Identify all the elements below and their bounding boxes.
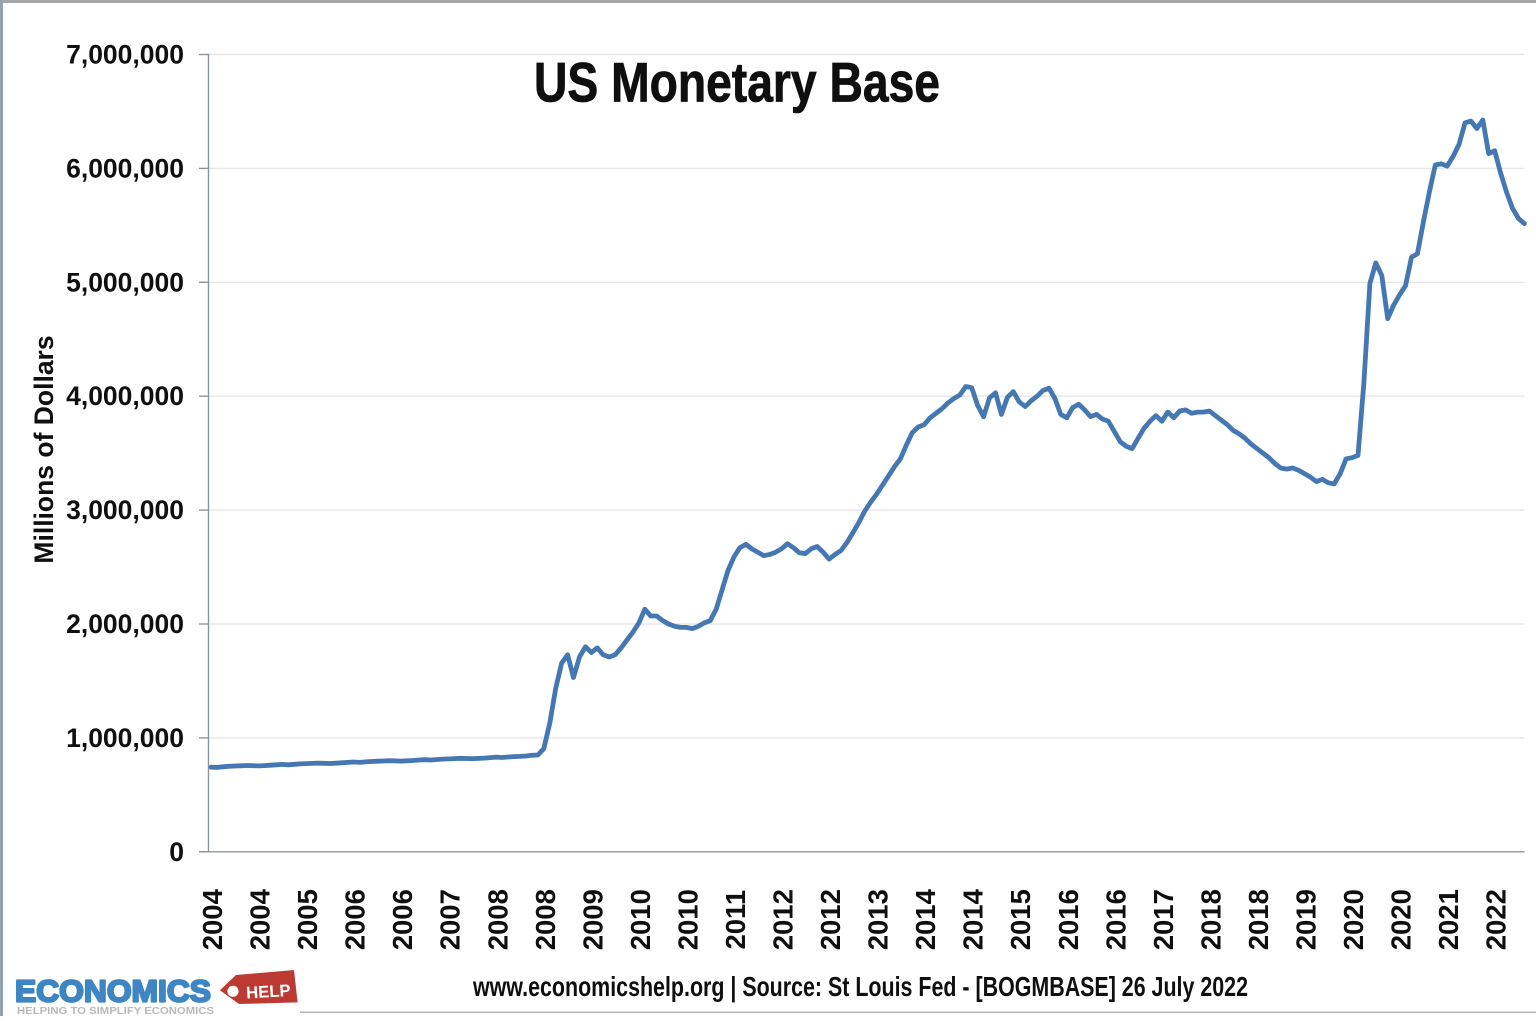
svg-text:2005: 2005 bbox=[292, 889, 323, 950]
svg-text:2006: 2006 bbox=[387, 889, 418, 950]
svg-text:2012: 2012 bbox=[768, 889, 799, 950]
svg-text:2008: 2008 bbox=[530, 889, 561, 950]
svg-text:2004: 2004 bbox=[197, 888, 228, 950]
svg-text:2009: 2009 bbox=[577, 889, 608, 950]
svg-text:2010: 2010 bbox=[672, 889, 703, 950]
svg-text:5,000,000: 5,000,000 bbox=[66, 267, 184, 297]
svg-text:US Monetary Base: US Monetary Base bbox=[534, 51, 940, 113]
svg-text:HELP: HELP bbox=[246, 981, 292, 1003]
svg-text:1,000,000: 1,000,000 bbox=[66, 723, 184, 753]
svg-text:www.economicshelp.org | Source: www.economicshelp.org | Source: St Louis… bbox=[472, 971, 1248, 1002]
svg-text:2006: 2006 bbox=[340, 889, 371, 950]
svg-text:2014: 2014 bbox=[910, 888, 941, 950]
svg-text:2021: 2021 bbox=[1433, 889, 1464, 950]
svg-text:HELPING TO SIMPLIFY ECONOMICS: HELPING TO SIMPLIFY ECONOMICS bbox=[17, 1005, 214, 1016]
svg-text:2020: 2020 bbox=[1386, 889, 1417, 950]
svg-text:2,000,000: 2,000,000 bbox=[66, 609, 184, 639]
svg-text:2004: 2004 bbox=[245, 888, 276, 950]
svg-text:2018: 2018 bbox=[1195, 889, 1226, 950]
svg-text:2013: 2013 bbox=[863, 889, 894, 950]
svg-text:2022: 2022 bbox=[1481, 889, 1512, 950]
svg-text:0: 0 bbox=[169, 837, 184, 867]
svg-text:2012: 2012 bbox=[815, 889, 846, 950]
svg-text:4,000,000: 4,000,000 bbox=[66, 381, 184, 411]
svg-text:2015: 2015 bbox=[1005, 889, 1036, 950]
svg-text:3,000,000: 3,000,000 bbox=[66, 495, 184, 525]
svg-text:2008: 2008 bbox=[482, 889, 513, 950]
svg-text:2011: 2011 bbox=[720, 890, 751, 950]
svg-text:6,000,000: 6,000,000 bbox=[66, 153, 184, 183]
svg-text:2016: 2016 bbox=[1100, 889, 1131, 950]
svg-text:2014: 2014 bbox=[958, 888, 989, 950]
svg-text:2018: 2018 bbox=[1243, 889, 1274, 950]
svg-text:2019: 2019 bbox=[1291, 889, 1322, 950]
svg-text:Millions of Dollars: Millions of Dollars bbox=[29, 335, 59, 563]
svg-text:2017: 2017 bbox=[1148, 889, 1179, 950]
svg-text:2020: 2020 bbox=[1338, 889, 1369, 950]
svg-text:2010: 2010 bbox=[625, 889, 656, 950]
svg-text:2016: 2016 bbox=[1053, 889, 1084, 950]
svg-text:ECONOMICS: ECONOMICS bbox=[15, 974, 211, 1009]
svg-text:2007: 2007 bbox=[435, 889, 466, 950]
svg-text:7,000,000: 7,000,000 bbox=[66, 40, 184, 70]
